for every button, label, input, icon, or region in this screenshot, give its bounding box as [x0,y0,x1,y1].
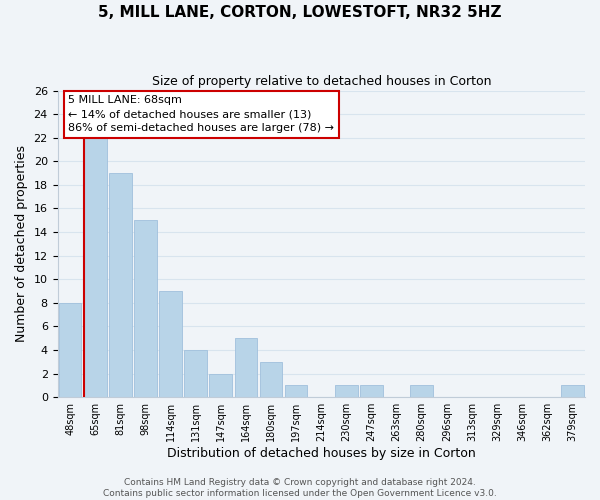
Bar [561,386,584,397]
Bar [260,362,283,397]
Bar [159,291,182,397]
Text: Contains HM Land Registry data © Crown copyright and database right 2024.
Contai: Contains HM Land Registry data © Crown c… [103,478,497,498]
Bar [209,374,232,397]
Y-axis label: Number of detached properties: Number of detached properties [15,146,28,342]
Bar [109,173,131,397]
X-axis label: Distribution of detached houses by size in Corton: Distribution of detached houses by size … [167,447,476,460]
Bar [59,303,82,397]
Bar [285,386,307,397]
Bar [134,220,157,397]
Bar [335,386,358,397]
Text: 5 MILL LANE: 68sqm
← 14% of detached houses are smaller (13)
86% of semi-detache: 5 MILL LANE: 68sqm ← 14% of detached hou… [68,95,334,133]
Text: 5, MILL LANE, CORTON, LOWESTOFT, NR32 5HZ: 5, MILL LANE, CORTON, LOWESTOFT, NR32 5H… [98,5,502,20]
Bar [84,138,107,397]
Bar [184,350,207,397]
Bar [410,386,433,397]
Bar [360,386,383,397]
Title: Size of property relative to detached houses in Corton: Size of property relative to detached ho… [152,75,491,88]
Bar [235,338,257,397]
